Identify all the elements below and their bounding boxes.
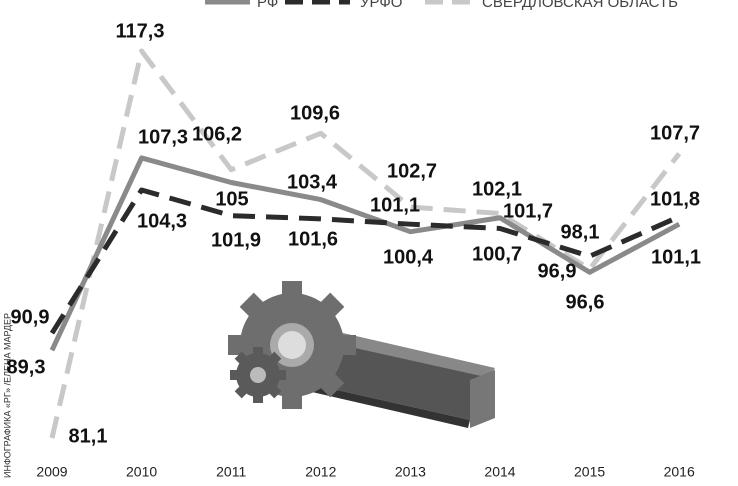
data-label: 104,3	[137, 210, 187, 232]
x-tick-label: 2015	[574, 464, 605, 480]
data-label: 89,3	[7, 356, 46, 378]
x-tick-label: 2014	[484, 464, 515, 480]
data-label: 96,9	[538, 260, 577, 282]
x-tick-label: 2010	[126, 464, 157, 480]
data-label: 117,3	[116, 20, 165, 42]
data-label: 90,9	[11, 306, 50, 328]
data-label: 107,3	[138, 126, 188, 148]
data-label: 100,4	[383, 246, 434, 268]
data-label: 103,4	[287, 171, 338, 193]
data-label: 107,7	[650, 122, 700, 144]
data-label: 100,7	[472, 243, 522, 265]
legend-label: РФ	[257, 0, 278, 11]
legend-label: УРФО	[360, 0, 402, 11]
data-label: 102,7	[387, 160, 437, 182]
data-label: 102,1	[472, 178, 522, 200]
credit: ИНФОГРАФИКА «РГ» /ЕЛЕНА МАРДЕР	[2, 313, 12, 478]
beam-end	[470, 370, 495, 428]
legend-label: СВЕРДЛОВСКАЯ ОБЛАСТЬ	[482, 0, 678, 11]
data-label: 98,1	[561, 221, 600, 243]
illustration	[228, 281, 495, 428]
data-label: 109,6	[290, 102, 340, 124]
data-label: 101,9	[211, 229, 261, 251]
data-label: 81,1	[69, 425, 108, 447]
chart: ИНФОГРАФИКА «РГ» /ЕЛЕНА МАРДЕР РФ УРФО СВЕ…	[0, 0, 738, 486]
data-label: 101,1	[651, 246, 701, 268]
data-label: 96,6	[566, 291, 605, 313]
x-tick-label: 2009	[36, 464, 67, 480]
data-label: 101,1	[370, 194, 420, 216]
data-label: 101,8	[650, 188, 700, 210]
data-label: 105	[215, 188, 248, 210]
data-label: 101,7	[503, 200, 553, 222]
x-tick-label: 2012	[305, 464, 336, 480]
x-tick-label: 2011	[216, 464, 246, 480]
x-tick-label: 2016	[664, 464, 695, 480]
x-tick-label: 2013	[395, 464, 426, 480]
series-line	[52, 158, 679, 350]
data-label: 101,6	[288, 228, 338, 250]
page: {"chart_data": {"type": "line", "credit"…	[0, 0, 738, 486]
gear-small	[230, 347, 286, 403]
data-label: 106,2	[192, 123, 242, 145]
